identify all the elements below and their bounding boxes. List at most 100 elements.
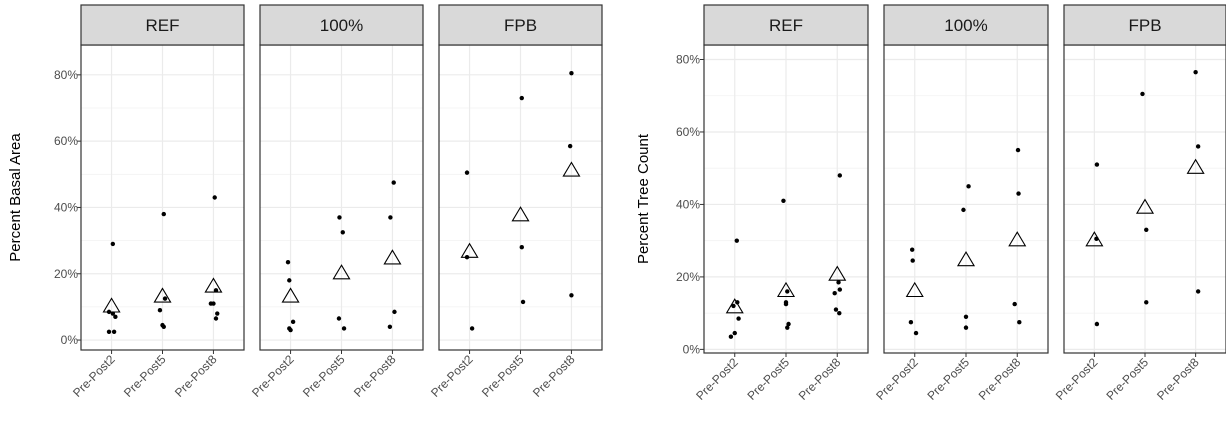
mean-triangle [1186, 158, 1205, 174]
x-tick-label: Pre-Post5 [1103, 355, 1151, 403]
data-point [732, 330, 737, 336]
data-point [337, 215, 342, 220]
chart-2: 0% 20% 40% 60% 80% Percent Tree Count REF Pre-P… [635, 4, 1226, 403]
x-tick-label: Pre-Post8 [172, 352, 220, 400]
facet-label: 100% [320, 16, 363, 35]
data-point [837, 287, 843, 292]
mean-triangle [1085, 231, 1104, 247]
mean-triangle [281, 287, 300, 303]
x-tick-label: Pre-Post5 [121, 352, 169, 400]
facet-label: FPB [504, 16, 537, 35]
facet-REF: REF Pre-Post2 Pre-Post5 Pre-Post8 [693, 4, 869, 403]
data-point [913, 330, 919, 336]
facet-label: 100% [944, 16, 987, 35]
data-point [1144, 300, 1149, 305]
facet-strip [1063, 4, 1226, 46]
data-point [961, 207, 966, 213]
facet-strip [883, 4, 1049, 46]
mean-triangle [1135, 198, 1155, 214]
y-axis-title: Percent Basal Area [7, 133, 24, 262]
data-point [833, 307, 839, 312]
x-tick-label: Pre-Post8 [351, 352, 399, 400]
data-point [211, 301, 216, 306]
data-point [111, 329, 117, 334]
data-point [966, 184, 971, 189]
mean-triangle [511, 206, 530, 222]
mean-triangle [828, 265, 847, 281]
data-point [157, 308, 163, 313]
mean-triangle [776, 281, 796, 298]
x-tick-label: Pre-Post8 [796, 355, 844, 403]
data-point [388, 215, 393, 220]
data-point [837, 310, 842, 316]
x-tick-label: Pre-Post5 [744, 355, 792, 403]
mean-triangle [102, 297, 121, 313]
data-point [728, 334, 734, 339]
data-point [1094, 321, 1100, 327]
data-point [287, 278, 292, 283]
y-tick-label: 60% [676, 125, 700, 139]
data-point [161, 211, 166, 217]
y-tick-label: 40% [676, 197, 700, 211]
y-tick-label: 80% [54, 68, 78, 82]
data-point [113, 314, 118, 320]
y-tick-label: 0% [61, 333, 79, 347]
data-point [288, 327, 293, 333]
y-tick-label: 40% [54, 200, 78, 214]
data-point [1012, 301, 1017, 307]
x-tick-label: Pre-Post5 [479, 352, 527, 400]
data-point [785, 289, 790, 294]
data-point [734, 238, 739, 243]
data-point [213, 316, 219, 321]
data-point [519, 245, 524, 250]
data-point [836, 280, 841, 285]
x-tick-label: Pre-Post2 [873, 355, 921, 403]
data-point [162, 296, 168, 301]
data-point [785, 325, 790, 330]
x-tick-label: Pre-Post2 [70, 352, 118, 400]
x-tick-label: Pre-Post2 [693, 355, 741, 403]
data-point [285, 259, 291, 265]
y-tick-label: 60% [54, 134, 78, 148]
x-tick-label: Pre-Post2 [428, 352, 476, 400]
data-point [1094, 162, 1100, 167]
data-point [963, 314, 969, 319]
mean-triangle [1008, 231, 1027, 247]
data-point [161, 324, 166, 329]
data-point [469, 326, 475, 331]
data-point [464, 170, 470, 175]
mean-triangle [725, 298, 744, 314]
data-point [910, 258, 915, 263]
y-tick-label: 20% [676, 270, 700, 284]
facet-label: REF [146, 16, 180, 35]
data-point [387, 324, 393, 329]
data-point [391, 180, 396, 185]
y-tick-label: 20% [54, 267, 78, 281]
facet-strip [80, 4, 245, 46]
x-tick-label: Pre-Post2 [1053, 355, 1101, 403]
data-point [519, 95, 524, 101]
x-tick-label: Pre-Post5 [924, 355, 972, 403]
data-point [909, 247, 915, 252]
y-axis-title: Percent Tree Count [635, 133, 652, 264]
data-point [110, 241, 116, 247]
mean-triangle [204, 277, 223, 293]
facet-REF: REF Pre-Post2 Pre-Post5 Pre-Post8 [70, 4, 245, 400]
facet-label: FPB [1128, 16, 1161, 35]
y-tick-label: 80% [676, 52, 700, 66]
data-point [336, 316, 342, 321]
y-tick-label: 0% [683, 342, 701, 356]
data-point [736, 316, 741, 321]
data-point [341, 326, 347, 331]
data-point [1016, 191, 1021, 196]
facet-100%: 100% Pre-Post2 Pre-Post5 Pre-Post8 [249, 4, 424, 400]
data-point [832, 291, 837, 296]
data-point [1144, 227, 1149, 232]
facet-FPB: FPB Pre-Post2 Pre-Post5 Pre-Post8 [1053, 4, 1226, 403]
chart-1: 0% 20% 40% 60% 80% Percent Basal Area REF Pre-P… [7, 4, 603, 400]
data-point [1195, 289, 1201, 294]
data-point [786, 321, 791, 327]
x-tick-label: Pre-Post2 [249, 352, 297, 400]
mean-triangle [332, 264, 351, 280]
